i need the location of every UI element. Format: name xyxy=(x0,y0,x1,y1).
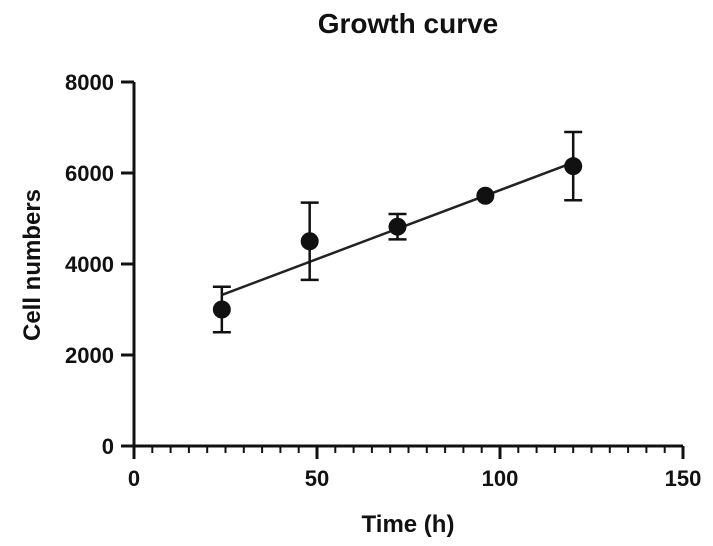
data-point xyxy=(388,217,407,236)
data-point xyxy=(564,157,583,176)
y-tick-label: 0 xyxy=(102,434,114,459)
chart-title: Growth curve xyxy=(318,8,498,39)
data-point xyxy=(476,186,495,205)
x-tick-label: 0 xyxy=(128,466,140,491)
x-axis-label: Time (h) xyxy=(362,511,455,538)
y-tick-label: 2000 xyxy=(65,343,114,368)
x-tick-label: 50 xyxy=(305,466,329,491)
y-tick-label: 6000 xyxy=(65,161,114,186)
axes: 0 50 100 150 0 2000 4000 6000 8000 xyxy=(65,70,701,491)
x-tick-label: 100 xyxy=(482,466,519,491)
data-points-group xyxy=(212,157,583,319)
y-tick-label: 8000 xyxy=(65,70,114,95)
y-axis-label: Cell numbers xyxy=(19,189,46,341)
data-point xyxy=(212,300,231,319)
y-tick-label: 4000 xyxy=(65,252,114,277)
data-point xyxy=(300,232,319,251)
x-tick-label: 150 xyxy=(665,466,702,491)
